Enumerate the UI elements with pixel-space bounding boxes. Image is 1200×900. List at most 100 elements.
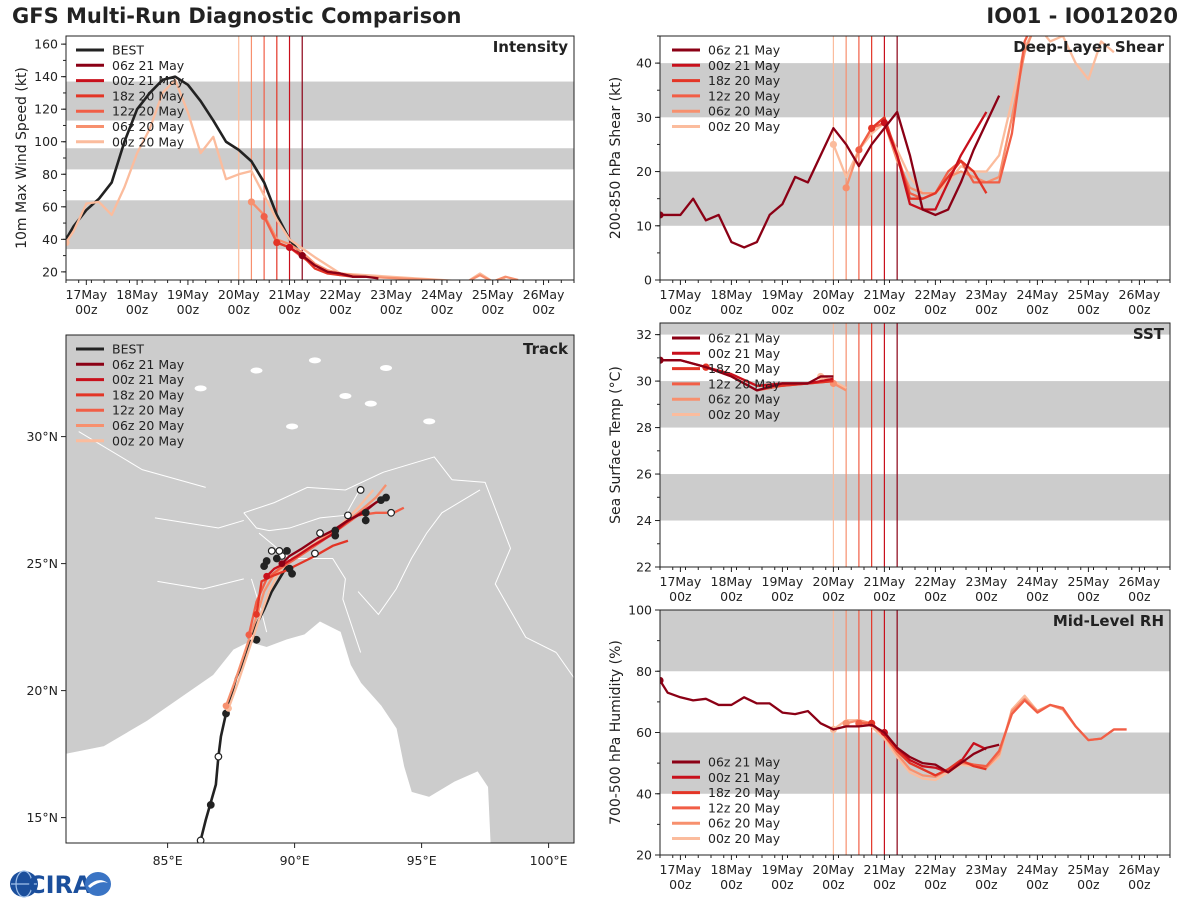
legend-label: BEST <box>112 342 144 357</box>
legend-label: 00z 21 May <box>112 372 185 387</box>
forecast-start-point <box>253 611 260 618</box>
border-line <box>243 456 453 514</box>
x-tick-label: 00z <box>771 877 794 892</box>
lat-tick-label: 20°N <box>26 683 58 698</box>
x-tick-label: 00z <box>177 302 200 317</box>
y-tick-label: 40 <box>636 56 652 71</box>
x-tick-label: 21May <box>269 287 311 302</box>
legend-label: 00z 20 May <box>112 134 185 149</box>
lon-tick-label: 90°E <box>280 853 310 868</box>
legend-label: 00z 21 May <box>708 346 781 361</box>
lat-tick-label: 25°N <box>26 556 58 571</box>
panel-title: Track <box>523 340 569 358</box>
track-marker <box>311 549 319 558</box>
border-line <box>154 517 244 529</box>
series-start-point <box>660 211 664 219</box>
plot-area-rh <box>660 610 1170 855</box>
x-tick-label: 20May <box>813 862 855 877</box>
x-tick-label: 00z <box>975 877 998 892</box>
series-line <box>870 722 987 777</box>
lake <box>364 400 377 407</box>
best-track-point <box>206 801 215 809</box>
x-tick-label: 00z <box>532 302 555 317</box>
border-line <box>555 652 574 679</box>
x-tick-label: 00z <box>481 302 504 317</box>
x-tick-label: 00z <box>75 302 98 317</box>
y-tick-label: 20 <box>636 164 652 179</box>
best-track-point <box>196 836 205 843</box>
legend-label: 12z 20 May <box>708 800 781 815</box>
y-tick-label: 20 <box>636 848 652 863</box>
series-start-point <box>247 198 256 206</box>
x-tick-label: 25May <box>1068 287 1110 302</box>
lat-tick-label: 30°N <box>26 429 58 444</box>
border-line <box>452 479 557 653</box>
series-start-point <box>260 212 268 221</box>
x-tick-label: 18May <box>116 287 158 302</box>
legend-label: 00z 21 May <box>708 770 781 785</box>
track-marker <box>285 564 294 573</box>
x-tick-label: 17May <box>660 862 702 877</box>
x-tick-label: 00z <box>1128 302 1151 317</box>
y-tick-label: 120 <box>34 102 58 117</box>
series-line <box>660 95 1001 249</box>
y-axis-label: 10m Max Wind Speed (kt) <box>14 67 30 249</box>
shade-band <box>660 381 1170 428</box>
y-tick-label: 60 <box>636 725 652 740</box>
x-tick-label: 18May <box>711 574 753 589</box>
y-tick-label: 26 <box>636 467 652 482</box>
x-tick-label: 26May <box>1119 862 1161 877</box>
y-axis-label: 700-500 hPa Humidity (%) <box>608 640 624 825</box>
legend-label: 00z 20 May <box>708 119 781 134</box>
x-tick-label: 00z <box>1026 589 1049 604</box>
legend-label: 12z 20 May <box>112 403 185 418</box>
track-marker <box>272 554 281 563</box>
x-tick-label: 22May <box>915 287 957 302</box>
x-tick-label: 25May <box>1068 574 1110 589</box>
legend-label: 18z 20 May <box>708 785 781 800</box>
x-tick-label: 25May <box>472 287 514 302</box>
y-tick-label: 22 <box>636 560 652 575</box>
track-marker <box>316 529 324 538</box>
legend-label: 18z 20 May <box>708 73 781 88</box>
track-marker <box>356 486 365 494</box>
x-tick-label: 20May <box>813 574 855 589</box>
lake <box>339 392 352 399</box>
series-start-point <box>273 238 281 247</box>
best-line <box>66 75 304 257</box>
shade-band <box>66 200 574 250</box>
x-tick-label: 19May <box>762 862 804 877</box>
x-tick-label: 00z <box>924 589 947 604</box>
series-start-point <box>855 146 863 154</box>
series-line <box>660 359 834 392</box>
border-line <box>157 578 244 590</box>
best-track-point <box>214 752 223 761</box>
x-tick-label: 19May <box>167 287 209 302</box>
x-tick-label: 00z <box>1026 877 1049 892</box>
lake <box>423 418 436 425</box>
x-tick-label: 00z <box>1128 877 1151 892</box>
series-line <box>660 679 1000 774</box>
x-tick-label: 00z <box>822 877 845 892</box>
y-tick-label: 28 <box>636 420 652 435</box>
legend-label: 12z 20 May <box>708 376 781 391</box>
map-frame <box>65 334 575 844</box>
panel-sst: 17May00z18May00z19May00z20May00z21May00z… <box>608 322 1171 604</box>
satellite-icon <box>85 872 111 896</box>
x-tick-label: 20May <box>813 287 855 302</box>
track-marker <box>361 508 370 517</box>
legend-label: 00z 20 May <box>708 407 781 422</box>
track-marker <box>331 526 340 535</box>
forecast-start-point <box>263 572 271 580</box>
lon-tick-label: 100°E <box>530 853 568 868</box>
lake <box>286 423 299 430</box>
shade-band <box>660 610 1170 672</box>
series-start-point <box>842 719 850 727</box>
x-tick-label: 24May <box>1017 287 1059 302</box>
panel-title: SST <box>1133 325 1165 343</box>
y-tick-label: 140 <box>34 69 58 84</box>
y-tick-label: 20 <box>42 264 58 279</box>
